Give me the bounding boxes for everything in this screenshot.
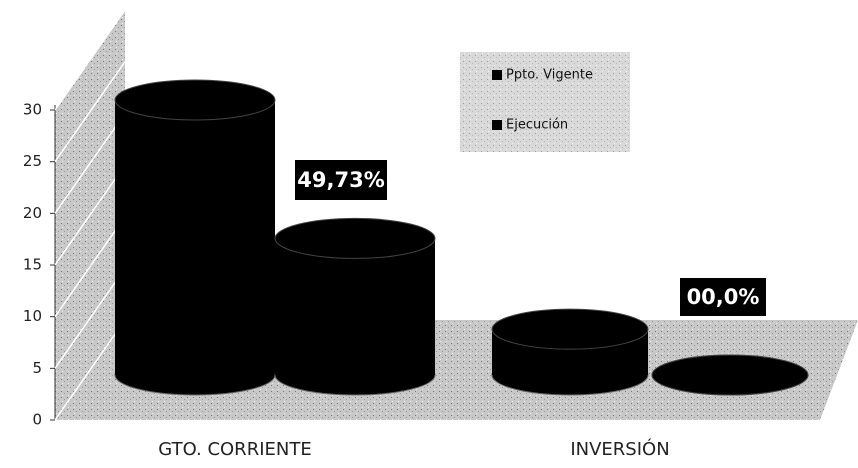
legend-swatch bbox=[492, 70, 502, 80]
annotation-box bbox=[680, 278, 766, 316]
cylinder-part bbox=[275, 238, 435, 375]
x-tick-label: GTO. CORRIENTE bbox=[158, 439, 311, 460]
y-tick-label: 25 bbox=[23, 152, 42, 170]
grid-line bbox=[54, 216, 126, 318]
annotation: 00,0% bbox=[687, 285, 760, 309]
grid-line bbox=[54, 164, 126, 266]
y-tick-label: 20 bbox=[23, 204, 42, 222]
cylinder bbox=[651, 354, 809, 396]
cylinder bbox=[274, 217, 436, 396]
y-tick-label: 10 bbox=[23, 307, 42, 325]
grid-line bbox=[54, 112, 126, 214]
grid-line bbox=[54, 319, 126, 421]
y-tick-label: 5 bbox=[32, 359, 42, 377]
legend-box bbox=[460, 52, 630, 152]
grid-line bbox=[54, 61, 126, 163]
legend-swatch bbox=[492, 120, 502, 130]
cylinder bbox=[491, 308, 649, 396]
cylinder-part bbox=[491, 308, 649, 350]
cylinder bbox=[114, 79, 276, 396]
annotation: 49,73% bbox=[297, 168, 384, 192]
cylinder-part bbox=[651, 354, 809, 396]
legend-label: Ejecución bbox=[506, 118, 568, 133]
cylinder-part bbox=[114, 79, 276, 121]
cylinder-part bbox=[274, 217, 436, 259]
y-tick-label: 30 bbox=[23, 101, 42, 119]
x-tick-label: INVERSIÓN bbox=[570, 438, 669, 460]
legend-label: Ppto. Vigente bbox=[506, 68, 593, 83]
grid-line bbox=[54, 267, 126, 369]
y-tick-label: 0 bbox=[32, 411, 42, 429]
annotation-box bbox=[295, 160, 387, 200]
y-tick-label: 15 bbox=[23, 256, 42, 274]
cylinder-part bbox=[115, 100, 275, 375]
grid-line bbox=[54, 9, 126, 111]
